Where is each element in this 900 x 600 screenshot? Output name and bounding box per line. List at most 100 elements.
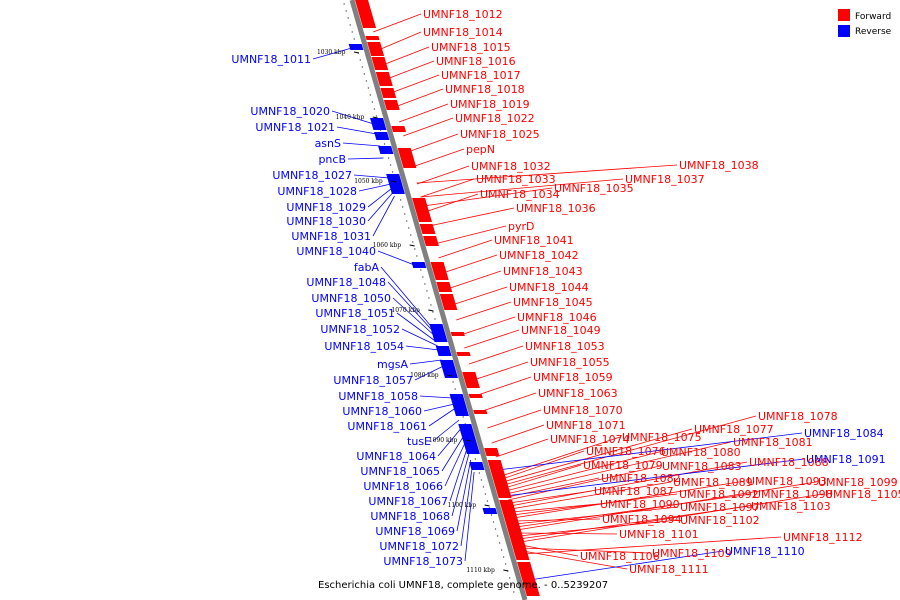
tick-dot (502, 556, 505, 558)
leader-line (382, 46, 430, 66)
tick-dot (363, 73, 366, 75)
gene-label: UMNF18_1079 (583, 459, 663, 472)
gene-label: UMNF18_1074 (550, 433, 630, 446)
gene-label: UMNF18_1102 (680, 514, 760, 527)
leader-line (447, 270, 502, 290)
gene-label: UMNF18_1016 (436, 55, 516, 68)
gene-label: UMNF18_1093 (747, 475, 827, 488)
forward-gene (473, 410, 488, 414)
reverse-gene (411, 262, 427, 268)
gene-label: UMNF18_1054 (324, 340, 404, 353)
leader-line (407, 133, 459, 153)
kbp-tick-label: 1100 kbp (448, 502, 477, 509)
gene-label: UMNF18_1033 (476, 173, 556, 186)
leader-line (521, 544, 579, 557)
gene-label: UMNF18_1060 (342, 405, 422, 418)
gene-label: UMNF18_1097 (680, 501, 760, 514)
leader-line (378, 31, 422, 51)
leader-line (487, 409, 542, 429)
leader-line (405, 345, 439, 351)
tick-dot (367, 87, 370, 89)
gene-label: pepN (466, 143, 495, 156)
tick-dot (406, 220, 408, 222)
tick-dot (375, 115, 378, 117)
gene-label: UMNF18_1012 (423, 8, 503, 21)
kbp-tick-mark (409, 244, 415, 247)
leader-line (377, 250, 415, 266)
gene-label: UMNF18_1065 (360, 465, 440, 478)
leader-line (512, 493, 678, 516)
leader-line (428, 407, 456, 427)
gene-label: UMNF18_1073 (383, 555, 463, 568)
leader-line (312, 47, 352, 60)
gene-label: tusE (407, 435, 431, 448)
gene-label: UMNF18_1017 (441, 69, 521, 82)
gene-label: UMNF18_1106 (580, 550, 660, 563)
gene-label: UMNF18_1029 (286, 201, 366, 214)
leader-line (449, 447, 468, 502)
leader-line (451, 453, 470, 517)
leader-line (420, 178, 475, 198)
leader-line (390, 74, 440, 94)
gene-label: UMNF18_1083 (662, 460, 742, 473)
leader-line (353, 174, 390, 179)
forward-gene (436, 282, 453, 292)
leader-line (460, 465, 473, 547)
tick-dot (383, 143, 386, 145)
legend-forward-swatch (838, 9, 850, 21)
leader-line (396, 312, 437, 343)
tick-dot (420, 269, 422, 271)
leader-line (373, 13, 422, 33)
kbp-tick-label: 1070 kbp (391, 307, 420, 314)
gene-label: asnS (315, 137, 341, 150)
gene-label: UMNF18_1063 (538, 387, 618, 400)
tick-dot (399, 199, 402, 201)
leader-line (403, 117, 454, 137)
gene-label: UMNF18_1048 (306, 276, 386, 289)
leader-line (491, 424, 545, 444)
gene-label: UMNF18_1068 (370, 510, 450, 523)
gene-label: UMNF18_1031 (291, 230, 371, 243)
legend: Forward Reverse (838, 9, 892, 37)
leader-line (504, 458, 805, 497)
forward-gene (380, 88, 397, 98)
leader-line (477, 376, 532, 396)
leader-line (505, 451, 660, 492)
gene-label: UMNF18_1069 (375, 525, 455, 538)
gene-label: UMNF18_1094 (602, 513, 682, 526)
gene-label: UMNF18_1111 (629, 563, 709, 576)
leader-line (451, 286, 508, 306)
tick-dot (426, 290, 428, 292)
gene-label: UMNF18_1034 (480, 188, 560, 201)
gene-label: UMNF18_1011 (231, 53, 311, 66)
gene-label: UMNF18_1072 (379, 540, 459, 553)
reverse-gene (458, 424, 480, 454)
forward-gene (371, 57, 389, 70)
gene-label: UMNF18_1020 (250, 105, 330, 118)
tick-dot (361, 66, 364, 68)
leader-line (331, 110, 374, 125)
gene-labels: UMNF18_1011 UMNF18_1020 UMNF18_1021 asnS pnc… (231, 8, 900, 576)
leader-line (501, 450, 585, 480)
tick-dot (452, 381, 454, 383)
gene-label: UMNF18_1055 (530, 356, 610, 369)
forward-gene (439, 294, 458, 310)
tick-dot (410, 234, 412, 236)
tick-dot (412, 241, 414, 243)
tick-dot (369, 94, 372, 96)
forward-gene (450, 332, 465, 336)
tick-dot (414, 248, 416, 250)
tick-dot (389, 164, 392, 166)
gene-label: UMNF18_1049 (521, 324, 601, 337)
gene-label: UMNF18_1022 (455, 112, 535, 125)
gene-label: UMNF18_1057 (333, 374, 413, 387)
tick-dot (454, 388, 456, 390)
gene-label: UMNF18_1042 (499, 249, 579, 262)
tick-dot (504, 563, 507, 565)
reverse-gene (378, 146, 394, 154)
leader-line (432, 419, 460, 442)
kbp-tick-mark (391, 180, 397, 183)
kbp-ticks: 1030 kbp 1040 kbp 1050 kbp 1060 kbp 1070 kbp… (317, 49, 509, 574)
gene-label: UMNF18_1091 (806, 453, 886, 466)
forward-gene (487, 460, 512, 498)
